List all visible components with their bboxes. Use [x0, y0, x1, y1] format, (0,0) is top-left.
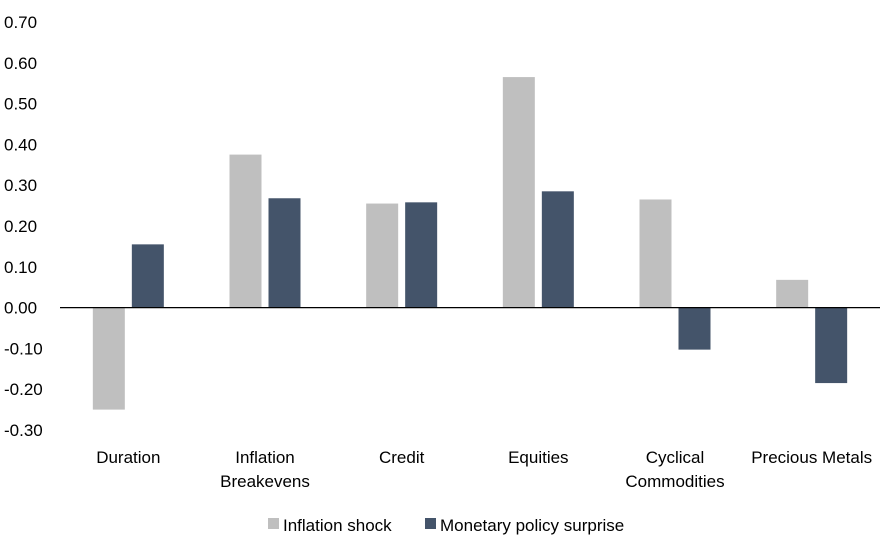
y-tick-label: 0.20	[4, 217, 37, 236]
y-tick-label: 0.70	[4, 13, 37, 32]
bar-inflation-shock	[229, 154, 262, 308]
y-tick-label: 0.60	[4, 54, 37, 73]
legend-monetary-policy-surprise: Monetary policy surprise	[440, 516, 624, 535]
bar-monetary-policy-surprise	[541, 191, 574, 308]
x-category-label: Precious Metals	[751, 448, 872, 467]
x-category-label: Cyclical Commodities	[625, 448, 724, 491]
legend-inflation-shock: Inflation shock	[283, 516, 392, 535]
y-tick-label: 0.30	[4, 176, 37, 195]
y-tick-label: 0.50	[4, 95, 37, 114]
y-tick-label: -0.20	[4, 380, 43, 399]
y-tick-label: 0.40	[4, 135, 37, 154]
legend-swatch	[268, 518, 279, 529]
bar-inflation-shock	[366, 203, 399, 308]
bars	[92, 77, 848, 410]
y-tick-label: 0.00	[4, 299, 37, 318]
bar-inflation-shock	[639, 199, 672, 308]
x-category-label: Credit	[379, 448, 425, 467]
bar-monetary-policy-surprise	[678, 307, 711, 350]
x-axis-labels: Duration Inflation Breakevens Credit Equitie…	[96, 448, 872, 491]
bar-inflation-shock	[92, 307, 125, 410]
bar-monetary-policy-surprise	[131, 244, 164, 308]
x-category-label: Equities	[508, 448, 568, 467]
y-tick-label: -0.30	[4, 421, 43, 440]
x-category-label: Duration	[96, 448, 160, 467]
bar-monetary-policy-surprise	[815, 307, 848, 384]
bar-monetary-policy-surprise	[268, 198, 301, 308]
y-axis-ticks: -0.30 -0.20 -0.10 0.00 0.10 0.20 0.30 0.40 0.50 0…	[4, 13, 43, 440]
y-tick-label: 0.10	[4, 258, 37, 277]
bar-monetary-policy-surprise	[405, 202, 438, 308]
bar-inflation-shock	[776, 279, 809, 308]
legend-swatch	[425, 518, 436, 529]
legend: Inflation shock Monetary policy surprise	[268, 516, 624, 535]
x-category-label: Inflation Breakevens	[220, 448, 310, 491]
bar-inflation-shock	[502, 77, 535, 308]
y-tick-label: -0.10	[4, 339, 43, 358]
